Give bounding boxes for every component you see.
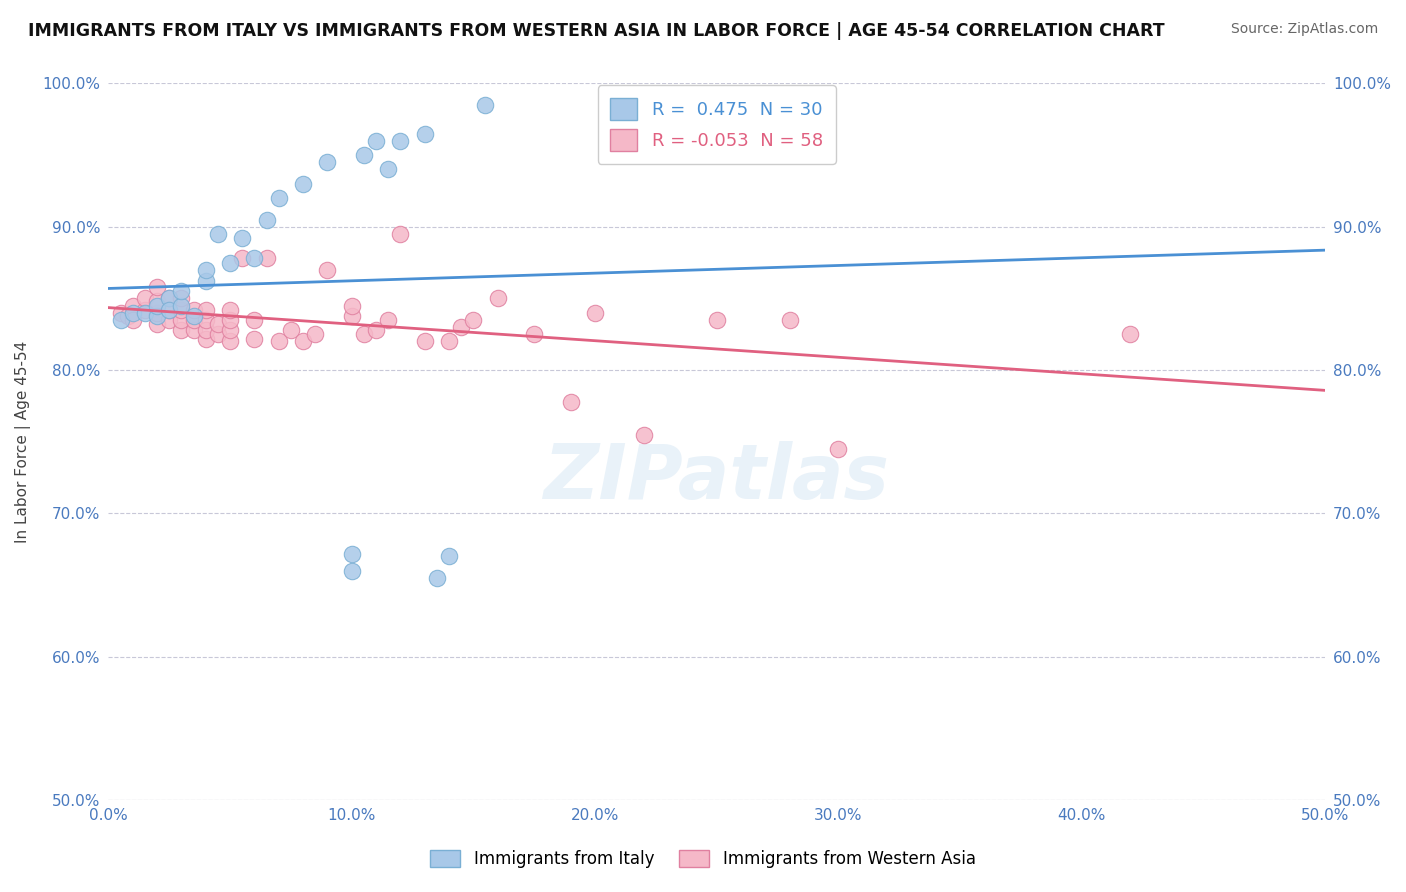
Point xyxy=(280,323,302,337)
Point xyxy=(170,323,193,337)
Point xyxy=(219,302,242,317)
Point xyxy=(523,327,546,342)
Point xyxy=(110,313,132,327)
Point xyxy=(353,148,375,162)
Point xyxy=(207,318,229,332)
Point xyxy=(146,306,169,320)
Text: ZIPatlas: ZIPatlas xyxy=(544,441,890,515)
Point xyxy=(170,292,193,306)
Point xyxy=(207,327,229,342)
Point xyxy=(219,255,242,269)
Point xyxy=(389,134,412,148)
Point xyxy=(633,427,655,442)
Point xyxy=(377,162,399,177)
Point xyxy=(194,302,217,317)
Point xyxy=(183,302,205,317)
Point xyxy=(117,309,139,323)
Point xyxy=(583,306,606,320)
Point xyxy=(121,306,143,320)
Point xyxy=(340,564,363,578)
Point xyxy=(121,313,143,327)
Point xyxy=(364,323,387,337)
Point xyxy=(194,274,217,288)
Point xyxy=(231,252,253,266)
Point xyxy=(779,313,801,327)
Point xyxy=(340,547,363,561)
Point xyxy=(170,313,193,327)
Point xyxy=(267,191,290,205)
Point xyxy=(413,127,436,141)
Point xyxy=(157,292,180,306)
Point xyxy=(121,299,143,313)
Point xyxy=(827,442,849,456)
Point xyxy=(110,306,132,320)
Point xyxy=(267,334,290,349)
Point xyxy=(243,332,266,346)
Point xyxy=(706,313,728,327)
Point xyxy=(243,313,266,327)
Point xyxy=(183,309,205,323)
Point xyxy=(183,323,205,337)
Point xyxy=(413,334,436,349)
Point xyxy=(170,299,193,313)
Point xyxy=(426,571,449,585)
Legend: Immigrants from Italy, Immigrants from Western Asia: Immigrants from Italy, Immigrants from W… xyxy=(423,843,983,875)
Point xyxy=(486,292,509,306)
Point xyxy=(219,334,242,349)
Point xyxy=(146,309,169,323)
Point xyxy=(194,323,217,337)
Point xyxy=(194,332,217,346)
Text: Source: ZipAtlas.com: Source: ZipAtlas.com xyxy=(1230,22,1378,37)
Point xyxy=(207,227,229,241)
Point xyxy=(437,549,460,564)
Point xyxy=(194,262,217,277)
Point xyxy=(183,313,205,327)
Point xyxy=(353,327,375,342)
Point xyxy=(157,292,180,306)
Point xyxy=(194,313,217,327)
Point xyxy=(340,309,363,323)
Point xyxy=(231,231,253,245)
Point xyxy=(316,262,339,277)
Point xyxy=(474,98,496,112)
Point xyxy=(437,334,460,349)
Point xyxy=(219,323,242,337)
Legend: R =  0.475  N = 30, R = -0.053  N = 58: R = 0.475 N = 30, R = -0.053 N = 58 xyxy=(598,86,835,163)
Point xyxy=(377,313,399,327)
Point xyxy=(157,302,180,317)
Y-axis label: In Labor Force | Age 45-54: In Labor Force | Age 45-54 xyxy=(15,341,31,543)
Point xyxy=(134,306,156,320)
Point xyxy=(1119,327,1142,342)
Point xyxy=(134,292,156,306)
Point xyxy=(146,280,169,294)
Point xyxy=(146,294,169,309)
Point xyxy=(146,299,169,313)
Point xyxy=(256,212,278,227)
Point xyxy=(389,227,412,241)
Point xyxy=(256,252,278,266)
Point xyxy=(364,134,387,148)
Text: IMMIGRANTS FROM ITALY VS IMMIGRANTS FROM WESTERN ASIA IN LABOR FORCE | AGE 45-54: IMMIGRANTS FROM ITALY VS IMMIGRANTS FROM… xyxy=(28,22,1164,40)
Point xyxy=(463,313,485,327)
Point xyxy=(243,252,266,266)
Point xyxy=(134,302,156,317)
Point xyxy=(157,302,180,317)
Point xyxy=(292,177,315,191)
Point xyxy=(316,155,339,169)
Point xyxy=(157,313,180,327)
Point xyxy=(304,327,326,342)
Point xyxy=(450,320,472,334)
Point xyxy=(170,285,193,299)
Point xyxy=(340,299,363,313)
Point xyxy=(146,318,169,332)
Point xyxy=(219,313,242,327)
Point xyxy=(560,394,582,409)
Point xyxy=(292,334,315,349)
Point xyxy=(170,302,193,317)
